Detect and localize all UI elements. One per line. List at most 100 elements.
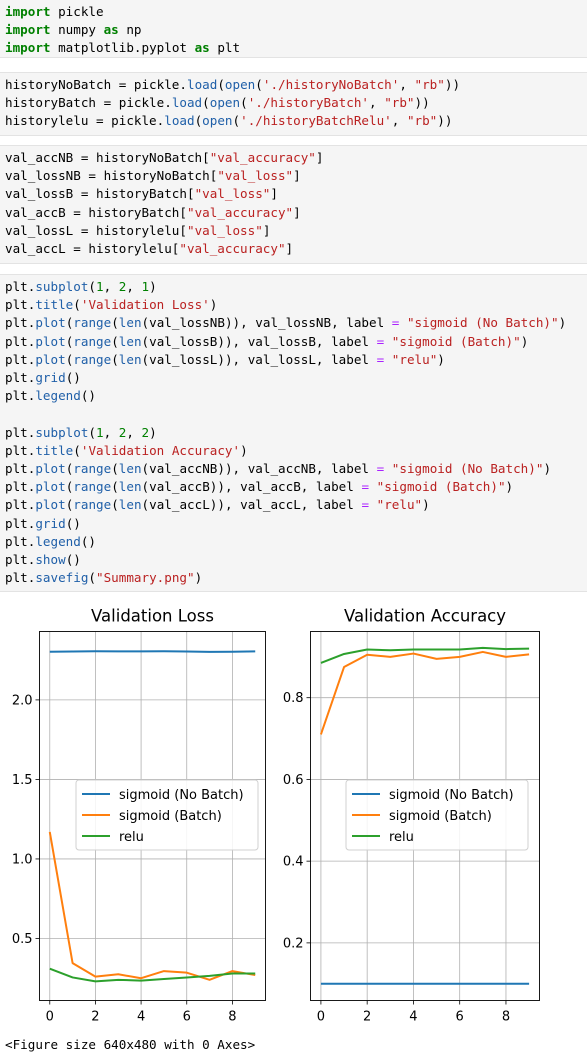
- code-line: val_accNB = historyNoBatch["val_accuracy…: [5, 149, 323, 167]
- code-line: import pickle: [5, 3, 104, 21]
- code-token: (: [255, 77, 263, 92]
- code-token: (: [88, 570, 97, 586]
- code-token: "val_accuracy": [179, 241, 286, 256]
- code-token: val_accNB = historyNoBatch[: [5, 150, 210, 165]
- code-cell[interactable]: plt.subplot(1, 2, 1) plt.title('Validatio…: [0, 274, 587, 592]
- figure-output: Validation Loss 0 2 4 6 8 0.5 1.0 1.5 2.0 sigmoid …: [12, 607, 540, 1025]
- code-token: grid: [35, 515, 66, 531]
- code-token: ,: [126, 279, 142, 294]
- code-token: ): [149, 424, 157, 440]
- code-token: "sigmoid (Batch)": [391, 333, 521, 349]
- code-token: ): [422, 497, 430, 513]
- axes-frame: [39, 631, 266, 1001]
- code-token: "sigmoid (No Batch)": [391, 461, 544, 476]
- code-token: (: [232, 113, 241, 129]
- code-line: plt.show(): [5, 551, 81, 569]
- code-token: )): [414, 95, 430, 111]
- legend-label: sigmoid (Batch): [119, 809, 222, 824]
- code-token: (: [65, 479, 74, 495]
- code-cell[interactable]: historyNoBatch = pickle.load(open('./his…: [0, 72, 587, 136]
- code-token: open: [224, 77, 256, 92]
- code-token: [369, 497, 377, 512]
- code-token: val_accL = historylelu[: [5, 241, 180, 256]
- code-token: range: [73, 351, 112, 367]
- code-token: [369, 479, 377, 494]
- code-token: ]: [315, 150, 324, 165]
- x-tick-label: 4: [137, 1010, 145, 1025]
- code-line: import numpy as np: [5, 21, 142, 39]
- code-token: val_accB = historyBatch[: [5, 204, 187, 220]
- code-token: grid: [35, 370, 66, 385]
- code-token: 1: [96, 424, 104, 440]
- code-token: plot: [35, 315, 66, 331]
- y-tick-label: 0.2: [283, 936, 304, 951]
- code-line: plt.subplot(1, 2, 1): [5, 278, 157, 296]
- code-token: plt.: [5, 570, 36, 586]
- code-token: )): [437, 113, 453, 129]
- code-token: as: [103, 22, 119, 38]
- code-line: historylelu = pickle.load(open('./histor…: [5, 112, 452, 130]
- code-token: 1: [141, 279, 150, 294]
- code-line: plt.legend(): [5, 387, 96, 405]
- code-token: './historyBatchRelu': [240, 113, 392, 129]
- code-token: ): [437, 351, 445, 367]
- legend-label: relu: [389, 830, 414, 845]
- y-tick-label: 1.0: [12, 852, 33, 867]
- code-token: =: [376, 461, 385, 476]
- code-token: load: [171, 95, 203, 111]
- y-tick-label: 0.6: [283, 773, 304, 788]
- code-cell[interactable]: val_accNB = historyNoBatch[ "val_accuracy…: [0, 145, 587, 264]
- code-token: historyNoBatch = pickle.: [5, 77, 187, 92]
- code-token: import: [5, 4, 51, 19]
- code-token: 2: [118, 424, 127, 440]
- code-token: range: [73, 315, 112, 331]
- code-token: (: [202, 95, 210, 111]
- code-token: plot: [35, 497, 66, 513]
- code-token: val_lossNB = historyNoBatch[: [5, 168, 218, 184]
- x-tick-label: 4: [409, 1010, 417, 1025]
- legend-box: [75, 779, 259, 851]
- code-token: (: [65, 351, 74, 367]
- axes-frame: [310, 631, 540, 1001]
- code-token: 2: [141, 424, 150, 440]
- code-token: plt.: [5, 552, 36, 567]
- code-line: plt.grid(): [5, 515, 81, 533]
- code-token: (: [217, 77, 225, 92]
- code-token: plot: [35, 461, 66, 476]
- code-token: [384, 334, 392, 349]
- code-token: [384, 461, 392, 476]
- series-line: [48, 831, 256, 981]
- code-token: (: [111, 351, 119, 367]
- code-token: plt.: [5, 442, 36, 458]
- code-token: "val_loss": [217, 168, 294, 184]
- code-line: plt.plot(range(len(val_accNB)), val_accN…: [5, 460, 551, 478]
- code-line: plt.savefig("Summary.png"): [5, 569, 202, 587]
- code-token: ]: [285, 241, 294, 256]
- code-line: historyBatch = pickle.load(open('./histo…: [5, 94, 430, 112]
- code-cell[interactable]: import pickle import numpy as np import ma…: [0, 0, 587, 58]
- code-token: plot: [35, 351, 66, 367]
- code-token: ]: [293, 204, 301, 220]
- code-token: =: [361, 497, 370, 513]
- code-token: plt.: [5, 370, 36, 385]
- code-token: (: [111, 497, 119, 513]
- code-token: legend: [35, 533, 81, 549]
- code-token: 2: [118, 279, 127, 294]
- code-token: ]: [270, 186, 278, 202]
- code-token: plt.: [5, 497, 36, 513]
- code-token: import: [5, 22, 51, 38]
- code-token: (: [111, 333, 119, 349]
- code-token: './historyNoBatch': [262, 77, 400, 92]
- code-line: plt.plot(range(len(val_accL)), val_accL,…: [5, 496, 430, 514]
- code-token: plt.: [5, 315, 36, 331]
- code-token: ): [209, 297, 218, 313]
- code-token: (: [111, 479, 119, 495]
- code-token: (): [65, 515, 81, 531]
- code-token: "val_loss": [186, 222, 263, 238]
- code-token: ,: [391, 113, 407, 129]
- code-token: np: [118, 22, 142, 38]
- code-token: len: [118, 333, 142, 349]
- code-line: plt.plot(range(len(val_lossB)), val_loss…: [5, 333, 528, 351]
- code-token: ,: [126, 424, 142, 440]
- code-token: (): [80, 533, 97, 549]
